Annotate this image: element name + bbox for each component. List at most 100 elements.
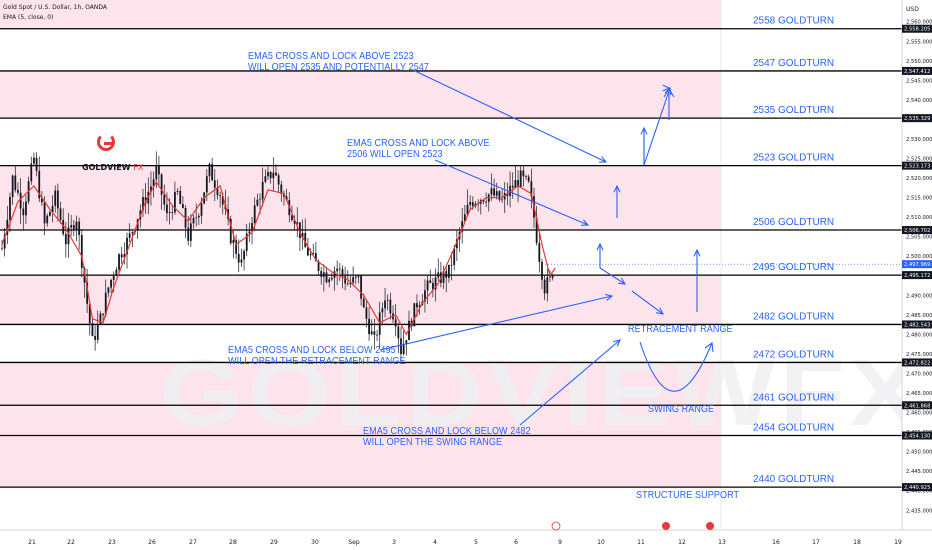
x-tick-label: 6 xyxy=(514,539,518,546)
candle-body xyxy=(325,272,328,283)
candle-body xyxy=(33,157,35,164)
candle-body xyxy=(123,254,126,258)
swing-curve-head xyxy=(704,342,714,353)
level-lines: 2558 GOLDTURN 2547 GOLDTURN 2535 GOLDTURN 2… xyxy=(0,16,902,488)
candle-body xyxy=(354,277,357,278)
candle-body xyxy=(189,223,192,241)
candle-body xyxy=(394,319,397,327)
level-label: 2461 GOLDTURN xyxy=(753,392,834,403)
level-price-tag xyxy=(902,114,932,123)
y-tick-label: 2,515.000 xyxy=(906,196,932,202)
candle-body xyxy=(14,175,17,191)
candle-body xyxy=(205,176,208,193)
candle-body xyxy=(51,205,54,213)
y-tick-label: 2,465.000 xyxy=(906,391,932,397)
candle-body xyxy=(59,208,62,220)
candle-body xyxy=(19,192,22,209)
y-tick-label: 2,530.000 xyxy=(906,137,932,143)
x-tick-label: 10 xyxy=(597,539,605,546)
candle-body xyxy=(67,227,70,245)
candle-body xyxy=(346,283,349,285)
candle-body xyxy=(112,276,115,280)
candle-body xyxy=(445,271,448,278)
retracement-range-label: RETRACEMENT RANGE xyxy=(628,324,733,335)
candle-body xyxy=(485,201,488,203)
candle-body xyxy=(376,334,378,336)
zone-band-top xyxy=(0,0,721,29)
candle-body xyxy=(253,205,256,224)
level-price-text: 2,547.412 xyxy=(904,69,930,75)
candle-body xyxy=(41,198,43,203)
candle-body xyxy=(517,180,519,187)
candle-body xyxy=(413,303,416,327)
y-tick-label: 2,460.000 xyxy=(906,411,932,417)
candle-body xyxy=(522,170,525,177)
candle-body xyxy=(115,269,118,277)
candle-body xyxy=(213,180,216,188)
candle-body xyxy=(245,233,248,251)
candle-body xyxy=(56,190,59,209)
annotation-line: EMA5 CROSS AND LOCK BELOW 2495 xyxy=(228,344,396,356)
candle-body xyxy=(495,191,498,196)
logo-text: GOLDVIEW FX xyxy=(82,163,143,172)
level-label: 2558 GOLDTURN xyxy=(753,16,834,27)
candle-body xyxy=(174,191,176,213)
candle-body xyxy=(424,290,426,302)
y-tick-label: 2,510.000 xyxy=(906,215,932,221)
structure-support-label: STRUCTURE SUPPORT xyxy=(636,490,739,501)
y-tick-label: 2,500.000 xyxy=(906,254,932,260)
candle-body xyxy=(437,272,440,278)
candle-body xyxy=(30,163,33,182)
annotation-line: EMA5 CROSS AND LOCK ABOVE 2523 xyxy=(248,50,414,62)
candle-body xyxy=(168,212,171,214)
y-tick-label: 2,525.000 xyxy=(906,157,932,163)
candle-body xyxy=(22,208,25,216)
candle-body xyxy=(434,277,437,290)
symbol-title: Gold Spot / U.S. Dollar, 1h, OANDA xyxy=(3,4,107,11)
y-tick-label: 2,470.000 xyxy=(906,371,932,377)
candle-body xyxy=(256,199,259,206)
candle-body xyxy=(397,326,400,339)
swing-curve xyxy=(639,341,713,392)
candle-body xyxy=(197,215,200,218)
zone-bands xyxy=(0,0,721,488)
candle-body xyxy=(94,336,96,340)
candle-body xyxy=(152,179,155,187)
level-price-text: 2,495.172 xyxy=(904,273,930,279)
level-label: 2454 GOLDTURN xyxy=(753,423,834,434)
candle-body xyxy=(179,190,182,205)
annotation-line: EMA5 CROSS AND LOCK BELOW 2482 xyxy=(363,425,531,437)
candle-body xyxy=(432,282,434,290)
y-tick-label: 2,445.000 xyxy=(906,469,932,475)
y-tick-label: 2,560.000 xyxy=(906,20,932,26)
level-price-tag xyxy=(902,24,932,33)
x-tick-label: 26 xyxy=(148,539,156,546)
candle-body xyxy=(99,313,102,325)
candle-body xyxy=(400,338,402,355)
candle-body xyxy=(469,201,472,205)
candle-body xyxy=(490,188,493,195)
annotation-line: SWING RANGE xyxy=(648,403,715,415)
candle-body xyxy=(259,199,261,201)
annotation-line: WILL OPEN THE RETRACEMENT RANGE xyxy=(228,355,406,367)
candle-body xyxy=(360,275,362,299)
candle-body xyxy=(6,219,9,235)
candle-body xyxy=(402,343,405,355)
candle-body xyxy=(405,340,408,344)
arrow-to-retracement-head xyxy=(605,293,614,301)
level-price-tag xyxy=(902,161,932,170)
candle-body xyxy=(328,279,331,283)
arrow-to-2523 xyxy=(412,69,607,163)
y-tick-label: 2,540.000 xyxy=(906,98,932,104)
candle-body xyxy=(211,163,214,181)
last-price-text: 2,497.969 xyxy=(904,262,930,268)
candle-body xyxy=(88,303,91,324)
candle-body xyxy=(229,218,232,244)
level-price-tag xyxy=(902,483,932,492)
arrow-2547-head xyxy=(663,87,675,98)
candle-body xyxy=(171,212,174,213)
candle-body xyxy=(527,176,530,182)
candle-body xyxy=(261,181,264,200)
arrow-up-2506-head xyxy=(596,242,604,251)
